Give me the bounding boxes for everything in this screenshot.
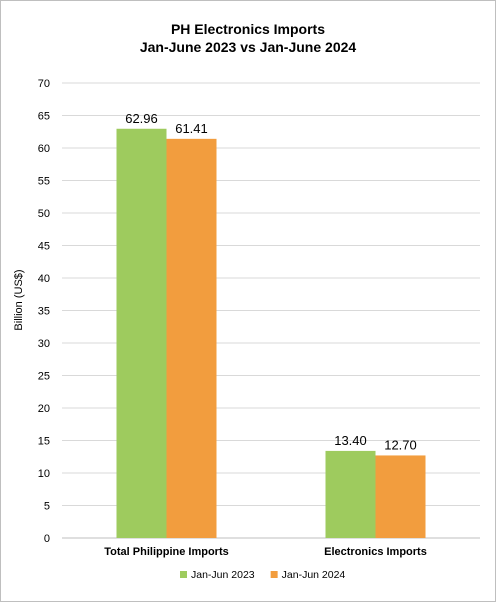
y-tick-label: 30 (38, 338, 50, 350)
y-tick-label: 0 (44, 533, 50, 545)
x-axis-categories: Total Philippine Imports Electronics Impo… (104, 546, 427, 558)
y-tick-label: 15 (38, 436, 50, 448)
legend-label: Jan-Jun 2024 (282, 569, 346, 581)
legend-swatch (180, 571, 187, 578)
bar (325, 450, 376, 538)
y-tick-label: 20 (38, 403, 50, 415)
legend-label: Jan-Jun 2023 (191, 569, 255, 581)
y-tick-label: 10 (38, 468, 50, 480)
bar (375, 455, 426, 538)
y-tick-label: 5 (44, 501, 50, 513)
bars (116, 128, 426, 538)
data-labels: 62.96 61.41 13.40 12.70 (125, 111, 417, 453)
y-tick-label: 70 (38, 78, 50, 90)
x-category-label: Total Philippine Imports (104, 546, 228, 558)
data-label: 62.96 (125, 111, 158, 126)
legend-swatch (270, 571, 278, 578)
y-axis-label: Billion (US$) (13, 269, 25, 330)
data-label: 13.40 (334, 433, 367, 448)
legend: Jan-Jun 2023 Jan-Jun 2024 (180, 569, 345, 581)
y-tick-label: 60 (38, 143, 50, 155)
data-label: 61.41 (175, 121, 208, 136)
y-tick-label: 40 (38, 273, 50, 285)
y-tick-label: 25 (38, 371, 50, 383)
y-tick-label: 55 (38, 176, 50, 188)
y-tick-label: 65 (38, 111, 50, 123)
y-tick-label: 50 (38, 208, 50, 220)
data-label: 12.70 (384, 437, 417, 452)
x-category-label: Electronics Imports (324, 546, 427, 558)
bar (116, 128, 167, 538)
chart-title-line-2: Jan-June 2023 vs Jan-June 2024 (140, 39, 357, 55)
chart-title-line-1: PH Electronics Imports (171, 21, 325, 37)
y-axis-ticks: 0 5 10 15 20 25 30 35 40 45 50 55 60 65 70 (38, 78, 50, 545)
y-tick-label: 35 (38, 306, 50, 318)
bar (166, 138, 217, 538)
y-tick-label: 45 (38, 241, 50, 253)
